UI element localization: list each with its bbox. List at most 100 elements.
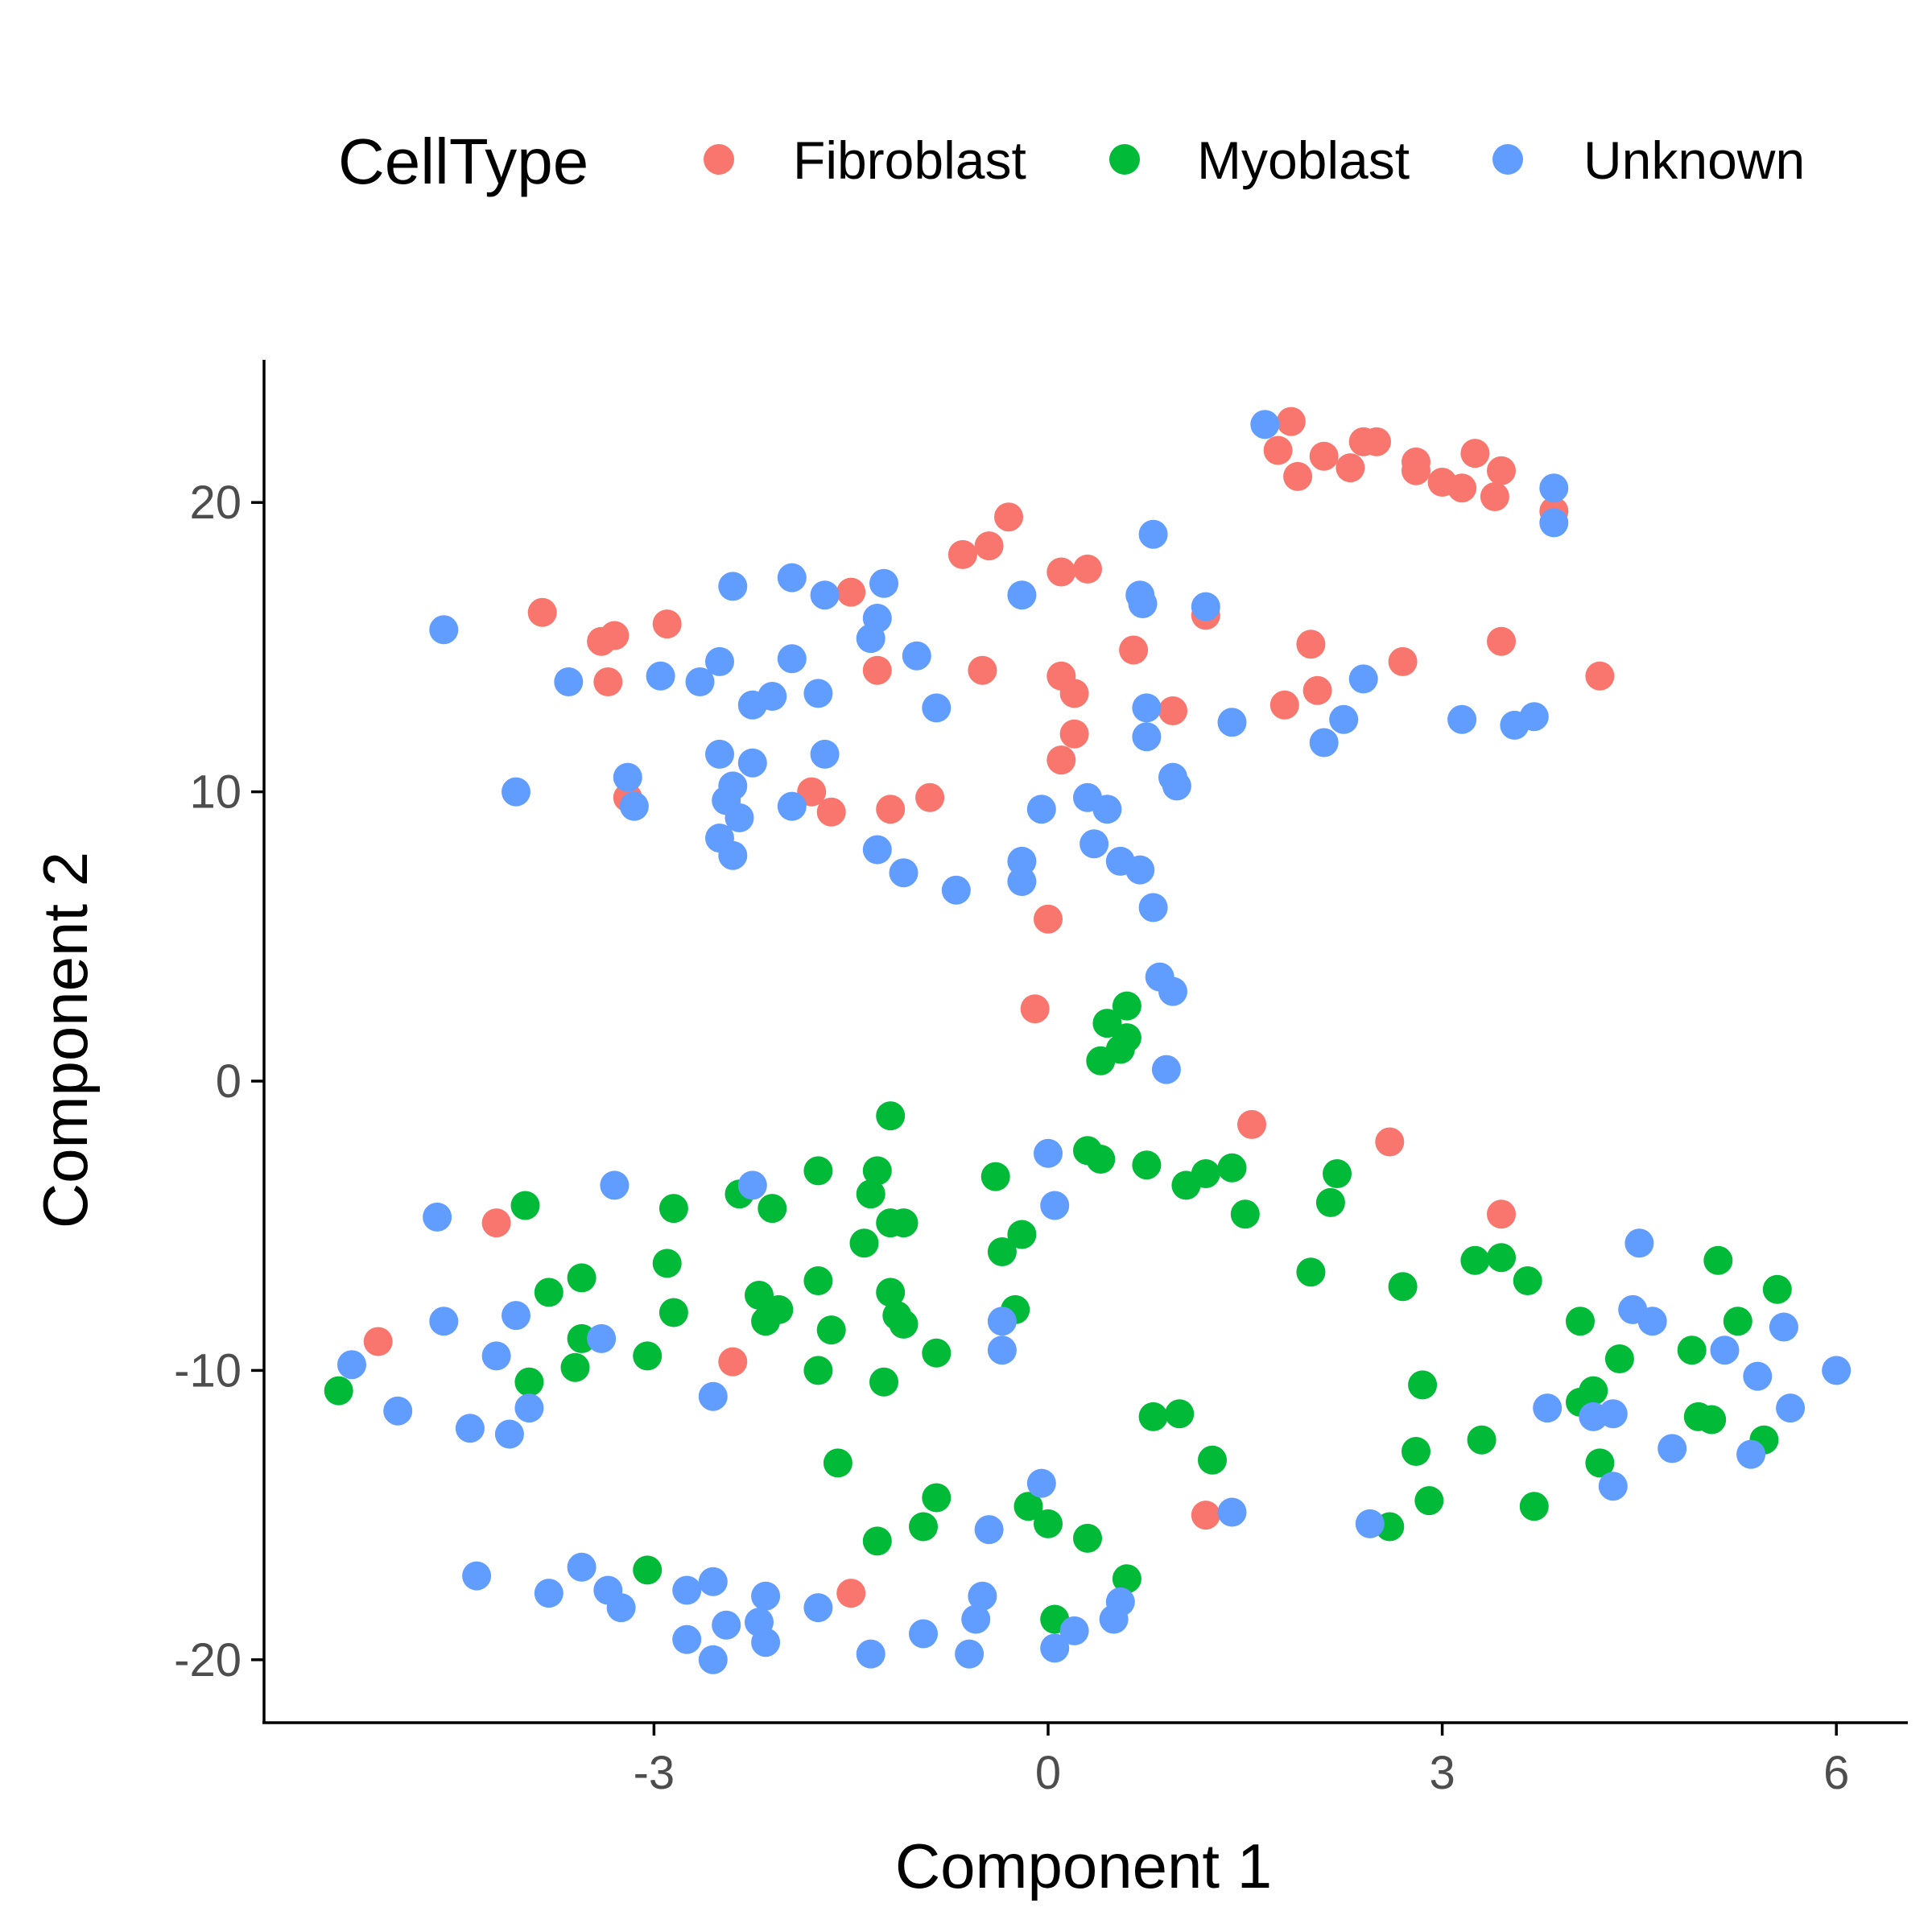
data-point-unknown	[737, 748, 767, 778]
data-point-fibroblast	[836, 1579, 866, 1608]
data-point-unknown	[1080, 829, 1109, 859]
data-point-unknown	[1191, 592, 1220, 621]
data-point-unknown	[455, 1414, 485, 1443]
data-point-unknown	[705, 739, 734, 769]
data-point-unknown	[803, 1593, 833, 1623]
data-point-unknown	[987, 1335, 1017, 1365]
data-point-myoblast	[1414, 1486, 1444, 1516]
data-point-myoblast	[856, 1179, 886, 1209]
data-point-fibroblast	[593, 667, 623, 696]
legend-key-myoblast	[1109, 144, 1140, 175]
data-point-fibroblast	[1158, 696, 1187, 725]
data-point-myoblast	[1519, 1492, 1549, 1521]
data-point-fibroblast	[1191, 1501, 1220, 1530]
data-point-fibroblast	[836, 577, 866, 607]
data-point-myoblast	[567, 1263, 597, 1293]
data-point-unknown	[712, 1610, 741, 1640]
data-point-fibroblast	[876, 795, 906, 824]
data-point-unknown	[810, 739, 840, 769]
data-point-unknown	[429, 1307, 459, 1336]
data-point-fibroblast	[994, 502, 1023, 532]
data-point-unknown	[1034, 1138, 1063, 1168]
series-unknown	[337, 410, 1852, 1674]
data-point-unknown	[751, 1581, 781, 1611]
data-point-unknown	[619, 791, 649, 821]
data-point-myoblast	[922, 1338, 952, 1368]
data-point-fibroblast	[1362, 427, 1391, 456]
data-point-fibroblast	[1237, 1109, 1266, 1139]
data-point-unknown	[974, 1515, 1004, 1545]
data-point-unknown	[1355, 1509, 1385, 1538]
data-point-fibroblast	[1335, 453, 1365, 483]
data-point-unknown	[534, 1579, 564, 1608]
data-point-fibroblast	[1585, 661, 1615, 691]
x-tick-label: 0	[1035, 1747, 1061, 1799]
data-point-unknown	[672, 1624, 702, 1654]
data-point-fibroblast	[1119, 635, 1149, 665]
y-axis-ticks: -20 -10 0 10 20	[174, 477, 264, 1686]
data-point-myoblast	[758, 1194, 787, 1224]
data-point-unknown	[961, 1604, 991, 1634]
x-tick-label: 6	[1823, 1747, 1849, 1799]
data-point-myoblast	[1487, 1243, 1516, 1273]
y-tick-label: 10	[189, 766, 242, 819]
data-point-fibroblast	[862, 655, 892, 685]
data-point-unknown	[869, 568, 898, 598]
data-point-unknown	[941, 875, 971, 905]
data-point-unknown	[955, 1639, 985, 1669]
data-point-fibroblast	[1460, 439, 1490, 469]
data-point-myoblast	[909, 1512, 938, 1542]
data-point-fibroblast	[974, 531, 1004, 561]
data-point-myoblast	[764, 1294, 794, 1324]
data-point-unknown	[902, 641, 931, 671]
data-point-myoblast	[889, 1309, 919, 1339]
data-point-fibroblast	[1020, 994, 1050, 1024]
data-point-myoblast	[1086, 1046, 1116, 1075]
data-point-unknown	[1132, 693, 1162, 723]
data-point-myoblast	[1217, 1153, 1247, 1183]
data-point-fibroblast	[1309, 441, 1339, 471]
data-point-unknown	[1128, 589, 1158, 618]
data-point-unknown	[613, 762, 642, 792]
data-point-fibroblast	[1487, 626, 1516, 656]
data-point-myoblast	[876, 1101, 906, 1131]
x-axis-title: Component 1	[895, 1831, 1272, 1901]
data-point-unknown	[724, 803, 754, 832]
data-point-unknown	[862, 835, 892, 865]
data-point-unknown	[1822, 1356, 1852, 1385]
data-point-myoblast	[1007, 1220, 1037, 1249]
data-point-myoblast	[816, 1315, 846, 1345]
data-point-fibroblast	[1046, 745, 1076, 775]
data-point-myoblast	[1677, 1335, 1707, 1365]
data-point-unknown	[567, 1552, 597, 1582]
data-point-myoblast	[560, 1352, 590, 1382]
data-point-unknown	[502, 777, 530, 807]
data-point-unknown	[1776, 1393, 1806, 1423]
data-point-unknown	[718, 840, 748, 870]
data-point-unknown	[737, 1170, 767, 1200]
data-point-myoblast	[1585, 1448, 1615, 1478]
data-point-unknown	[705, 646, 734, 676]
data-point-myoblast	[1034, 1509, 1063, 1538]
data-point-myoblast	[922, 1483, 952, 1513]
data-point-myoblast	[823, 1448, 852, 1478]
data-point-fibroblast	[816, 797, 846, 827]
data-point-myoblast	[1703, 1245, 1733, 1275]
data-point-unknown	[1637, 1307, 1667, 1336]
data-point-fibroblast	[1276, 407, 1306, 436]
legend-key-unknown	[1492, 144, 1523, 175]
data-point-myoblast	[1323, 1159, 1352, 1188]
y-axis-title: Component 2	[30, 852, 101, 1228]
data-point-unknown	[606, 1593, 636, 1623]
data-point-unknown	[1598, 1399, 1628, 1429]
data-point-myoblast	[1013, 1492, 1043, 1521]
data-point-unknown	[481, 1341, 511, 1371]
data-point-myoblast	[324, 1376, 353, 1406]
data-point-unknown	[1007, 867, 1037, 896]
data-point-myoblast	[987, 1237, 1017, 1266]
data-point-unknown	[751, 1628, 781, 1657]
data-point-unknown	[698, 1381, 728, 1411]
data-point-fibroblast	[947, 539, 977, 569]
data-point-unknown	[810, 580, 840, 610]
